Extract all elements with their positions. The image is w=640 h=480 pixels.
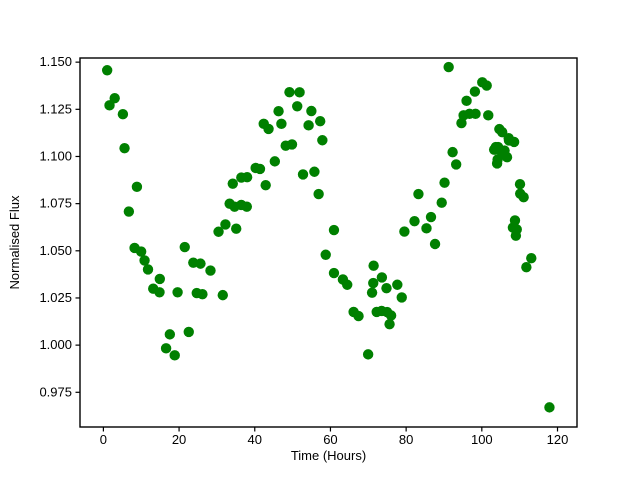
svg-text:1.000: 1.000 — [39, 337, 72, 352]
svg-text:0: 0 — [100, 432, 107, 447]
svg-text:Normalised Flux: Normalised Flux — [7, 195, 22, 289]
svg-text:80: 80 — [399, 432, 413, 447]
svg-text:0.975: 0.975 — [39, 384, 72, 399]
svg-text:100: 100 — [471, 432, 493, 447]
svg-text:1.050: 1.050 — [39, 243, 72, 258]
svg-text:1.075: 1.075 — [39, 196, 72, 211]
svg-text:Time (Hours): Time (Hours) — [291, 448, 366, 463]
svg-text:1.100: 1.100 — [39, 148, 72, 163]
svg-text:120: 120 — [547, 432, 569, 447]
svg-text:1.025: 1.025 — [39, 290, 72, 305]
svg-text:1.125: 1.125 — [39, 101, 72, 116]
svg-text:20: 20 — [172, 432, 186, 447]
svg-text:1.150: 1.150 — [39, 54, 72, 69]
svg-text:60: 60 — [323, 432, 337, 447]
svg-text:40: 40 — [248, 432, 262, 447]
